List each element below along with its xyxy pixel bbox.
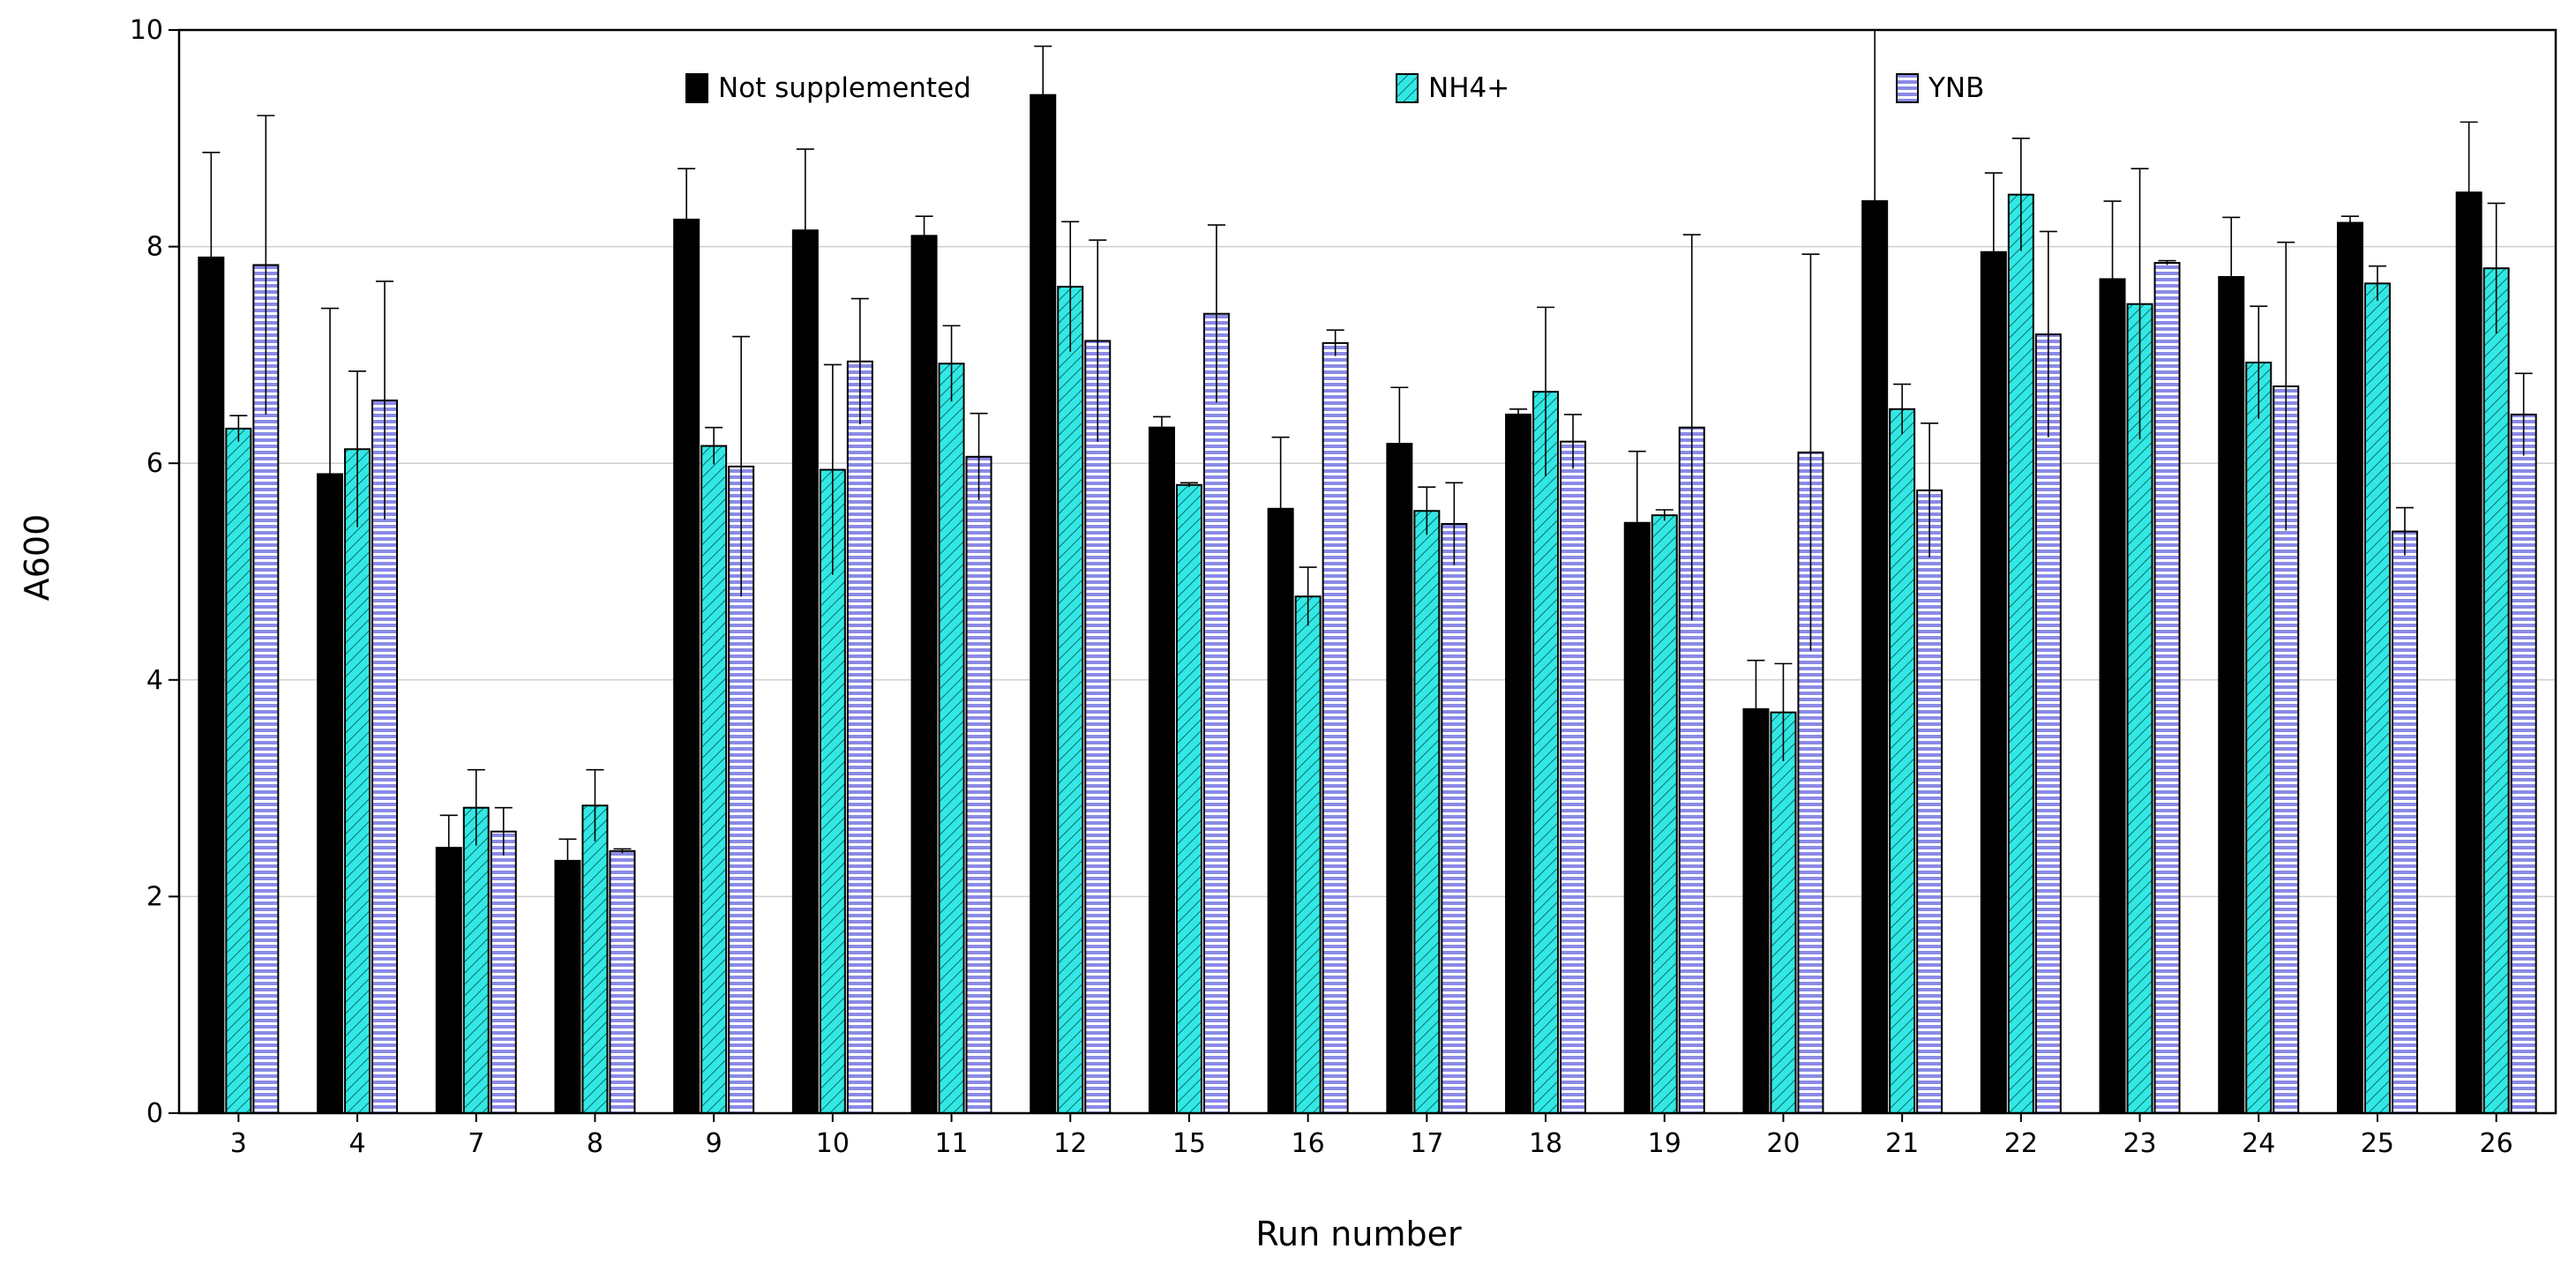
bar xyxy=(1505,413,1532,1114)
bar xyxy=(1267,507,1294,1114)
bar xyxy=(1057,286,1084,1114)
bar xyxy=(1084,340,1112,1115)
y-tick-label: 0 xyxy=(146,1098,163,1129)
bar xyxy=(2099,278,2126,1114)
bar xyxy=(462,806,490,1114)
legend-swatch xyxy=(1896,73,1919,103)
x-tick-label: 18 xyxy=(1529,1128,1562,1159)
bar xyxy=(2007,193,2034,1114)
bar xyxy=(198,256,225,1114)
x-tick-label: 11 xyxy=(934,1128,968,1159)
bar xyxy=(2510,413,2537,1114)
bar xyxy=(910,235,938,1114)
x-tick-label: 10 xyxy=(816,1128,850,1159)
bar xyxy=(2391,530,2418,1114)
bar xyxy=(1889,408,1916,1114)
bar xyxy=(344,448,371,1114)
bar xyxy=(700,445,728,1114)
x-tick-label: 8 xyxy=(587,1128,603,1159)
bar xyxy=(1175,483,1202,1114)
bar xyxy=(1322,341,1349,1114)
x-tick-label: 16 xyxy=(1292,1128,1325,1159)
bar xyxy=(554,859,581,1114)
bar xyxy=(1532,391,1560,1115)
x-tick-label: 21 xyxy=(1885,1128,1919,1159)
plot-border xyxy=(177,28,2557,1115)
legend-swatch xyxy=(685,73,708,103)
x-tick-label: 17 xyxy=(1410,1128,1443,1159)
legend-label: YNB xyxy=(1928,72,1984,104)
y-tick-label: 2 xyxy=(146,881,163,912)
bar xyxy=(2218,275,2245,1114)
bar xyxy=(1560,440,1587,1114)
x-tick-label: 26 xyxy=(2480,1128,2513,1159)
bar xyxy=(1770,711,1797,1114)
y-tick-label: 8 xyxy=(146,232,163,263)
legend: Not supplemented NH4+ YNB xyxy=(685,72,1984,104)
bar xyxy=(1980,251,2007,1114)
x-tick-label: 19 xyxy=(1648,1128,1681,1159)
bar xyxy=(435,847,462,1114)
x-axis-title: Run number xyxy=(1255,1215,1462,1253)
legend-label: NH4+ xyxy=(1428,72,1509,104)
error-bars-group xyxy=(202,30,2533,883)
y-tick-label: 10 xyxy=(130,15,163,46)
bar xyxy=(791,229,819,1114)
bar xyxy=(1386,443,1413,1114)
x-tick-label: 9 xyxy=(706,1128,723,1159)
bar xyxy=(2336,221,2363,1115)
bar xyxy=(1413,510,1441,1114)
bar xyxy=(490,830,517,1114)
bar xyxy=(609,849,636,1114)
bar xyxy=(2153,262,2181,1114)
bar xyxy=(2034,333,2062,1114)
bar xyxy=(581,804,609,1114)
bar xyxy=(1742,707,1770,1114)
legend-swatch xyxy=(1396,73,1419,103)
x-tick-label: 24 xyxy=(2242,1128,2275,1159)
bar xyxy=(2482,267,2510,1115)
y-tick-label: 6 xyxy=(146,448,163,479)
y-tick-label: 4 xyxy=(146,665,163,696)
plot-area xyxy=(179,30,2556,1113)
plot-background xyxy=(179,30,2556,1113)
x-tick-label: 20 xyxy=(1766,1128,1800,1159)
bar xyxy=(1030,93,1057,1114)
x-tick-label: 23 xyxy=(2123,1128,2156,1159)
legend-label: Not supplemented xyxy=(718,72,971,104)
bar xyxy=(1148,426,1175,1114)
bar xyxy=(1916,489,1943,1114)
bar xyxy=(938,363,965,1114)
x-tick-label: 7 xyxy=(468,1128,484,1159)
x-tick-label: 4 xyxy=(349,1128,366,1159)
bar xyxy=(673,218,700,1114)
x-tick-label: 3 xyxy=(230,1128,247,1159)
bar xyxy=(2245,361,2273,1115)
bar xyxy=(2455,191,2482,1115)
bar xyxy=(1202,312,1230,1114)
y-axis-title: A600 xyxy=(18,514,56,602)
x-tick-label: 15 xyxy=(1172,1128,1206,1159)
bar xyxy=(965,455,992,1114)
bar xyxy=(225,427,252,1114)
bar xyxy=(1623,521,1651,1114)
bar xyxy=(1441,522,1468,1114)
bar xyxy=(2363,282,2391,1114)
x-tick-label: 25 xyxy=(2361,1128,2394,1159)
bar xyxy=(1651,514,1678,1114)
bar xyxy=(846,360,873,1114)
bar xyxy=(1294,595,1322,1114)
x-tick-label: 22 xyxy=(2004,1128,2038,1159)
x-tick-label: 12 xyxy=(1053,1128,1087,1159)
